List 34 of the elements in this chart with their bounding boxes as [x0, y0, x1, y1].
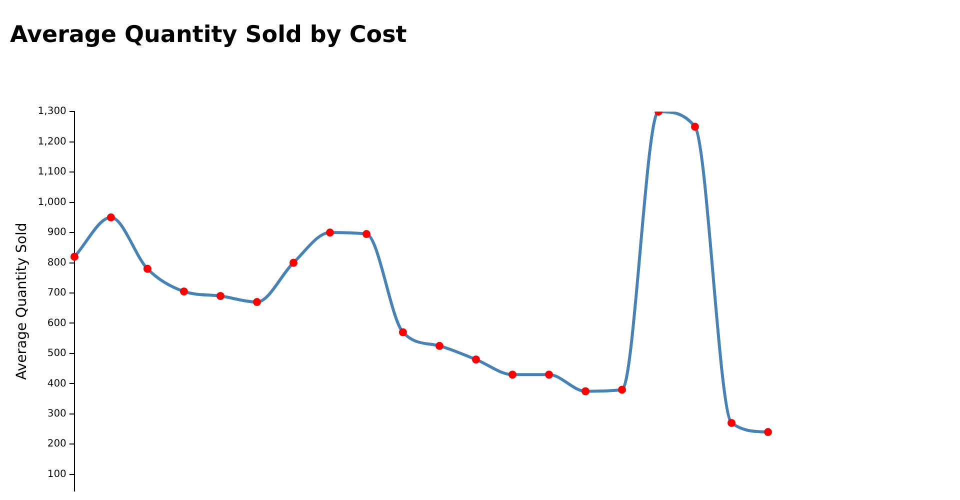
point	[326, 228, 334, 237]
y-tick-label: 400	[47, 378, 66, 390]
point	[690, 122, 699, 131]
point	[544, 370, 553, 379]
y-tick-label: 200	[47, 438, 66, 450]
y-tick-label: 600	[47, 318, 66, 329]
y-axis-title: Average Quantity Sold	[14, 222, 30, 380]
point	[398, 328, 407, 336]
point	[618, 386, 626, 394]
point	[764, 428, 772, 436]
y-tick-label: 1,100	[38, 166, 66, 178]
y-tick-label: 800	[47, 257, 66, 268]
point	[216, 292, 224, 300]
point	[435, 342, 444, 350]
point	[508, 370, 516, 379]
point	[70, 252, 78, 261]
point	[472, 355, 480, 364]
point	[106, 213, 115, 222]
y-tick-label: 900	[47, 227, 66, 238]
point	[727, 418, 736, 427]
y-tick-label: 100	[47, 468, 66, 480]
y-tick-label: 500	[47, 348, 66, 360]
point	[180, 287, 188, 296]
y-tick-label: 300	[47, 408, 66, 420]
y-tick-label: 1,200	[38, 136, 66, 148]
point	[289, 258, 298, 267]
y-tick-label: 700	[47, 288, 66, 299]
chart-title: Average Quantity Sold by Cost	[10, 22, 407, 48]
y-tick-label: 1,000	[38, 196, 66, 208]
point	[581, 387, 590, 396]
point	[252, 298, 261, 306]
y-tick-label: 1,300	[38, 106, 66, 118]
point	[143, 264, 152, 273]
point	[362, 230, 370, 238]
